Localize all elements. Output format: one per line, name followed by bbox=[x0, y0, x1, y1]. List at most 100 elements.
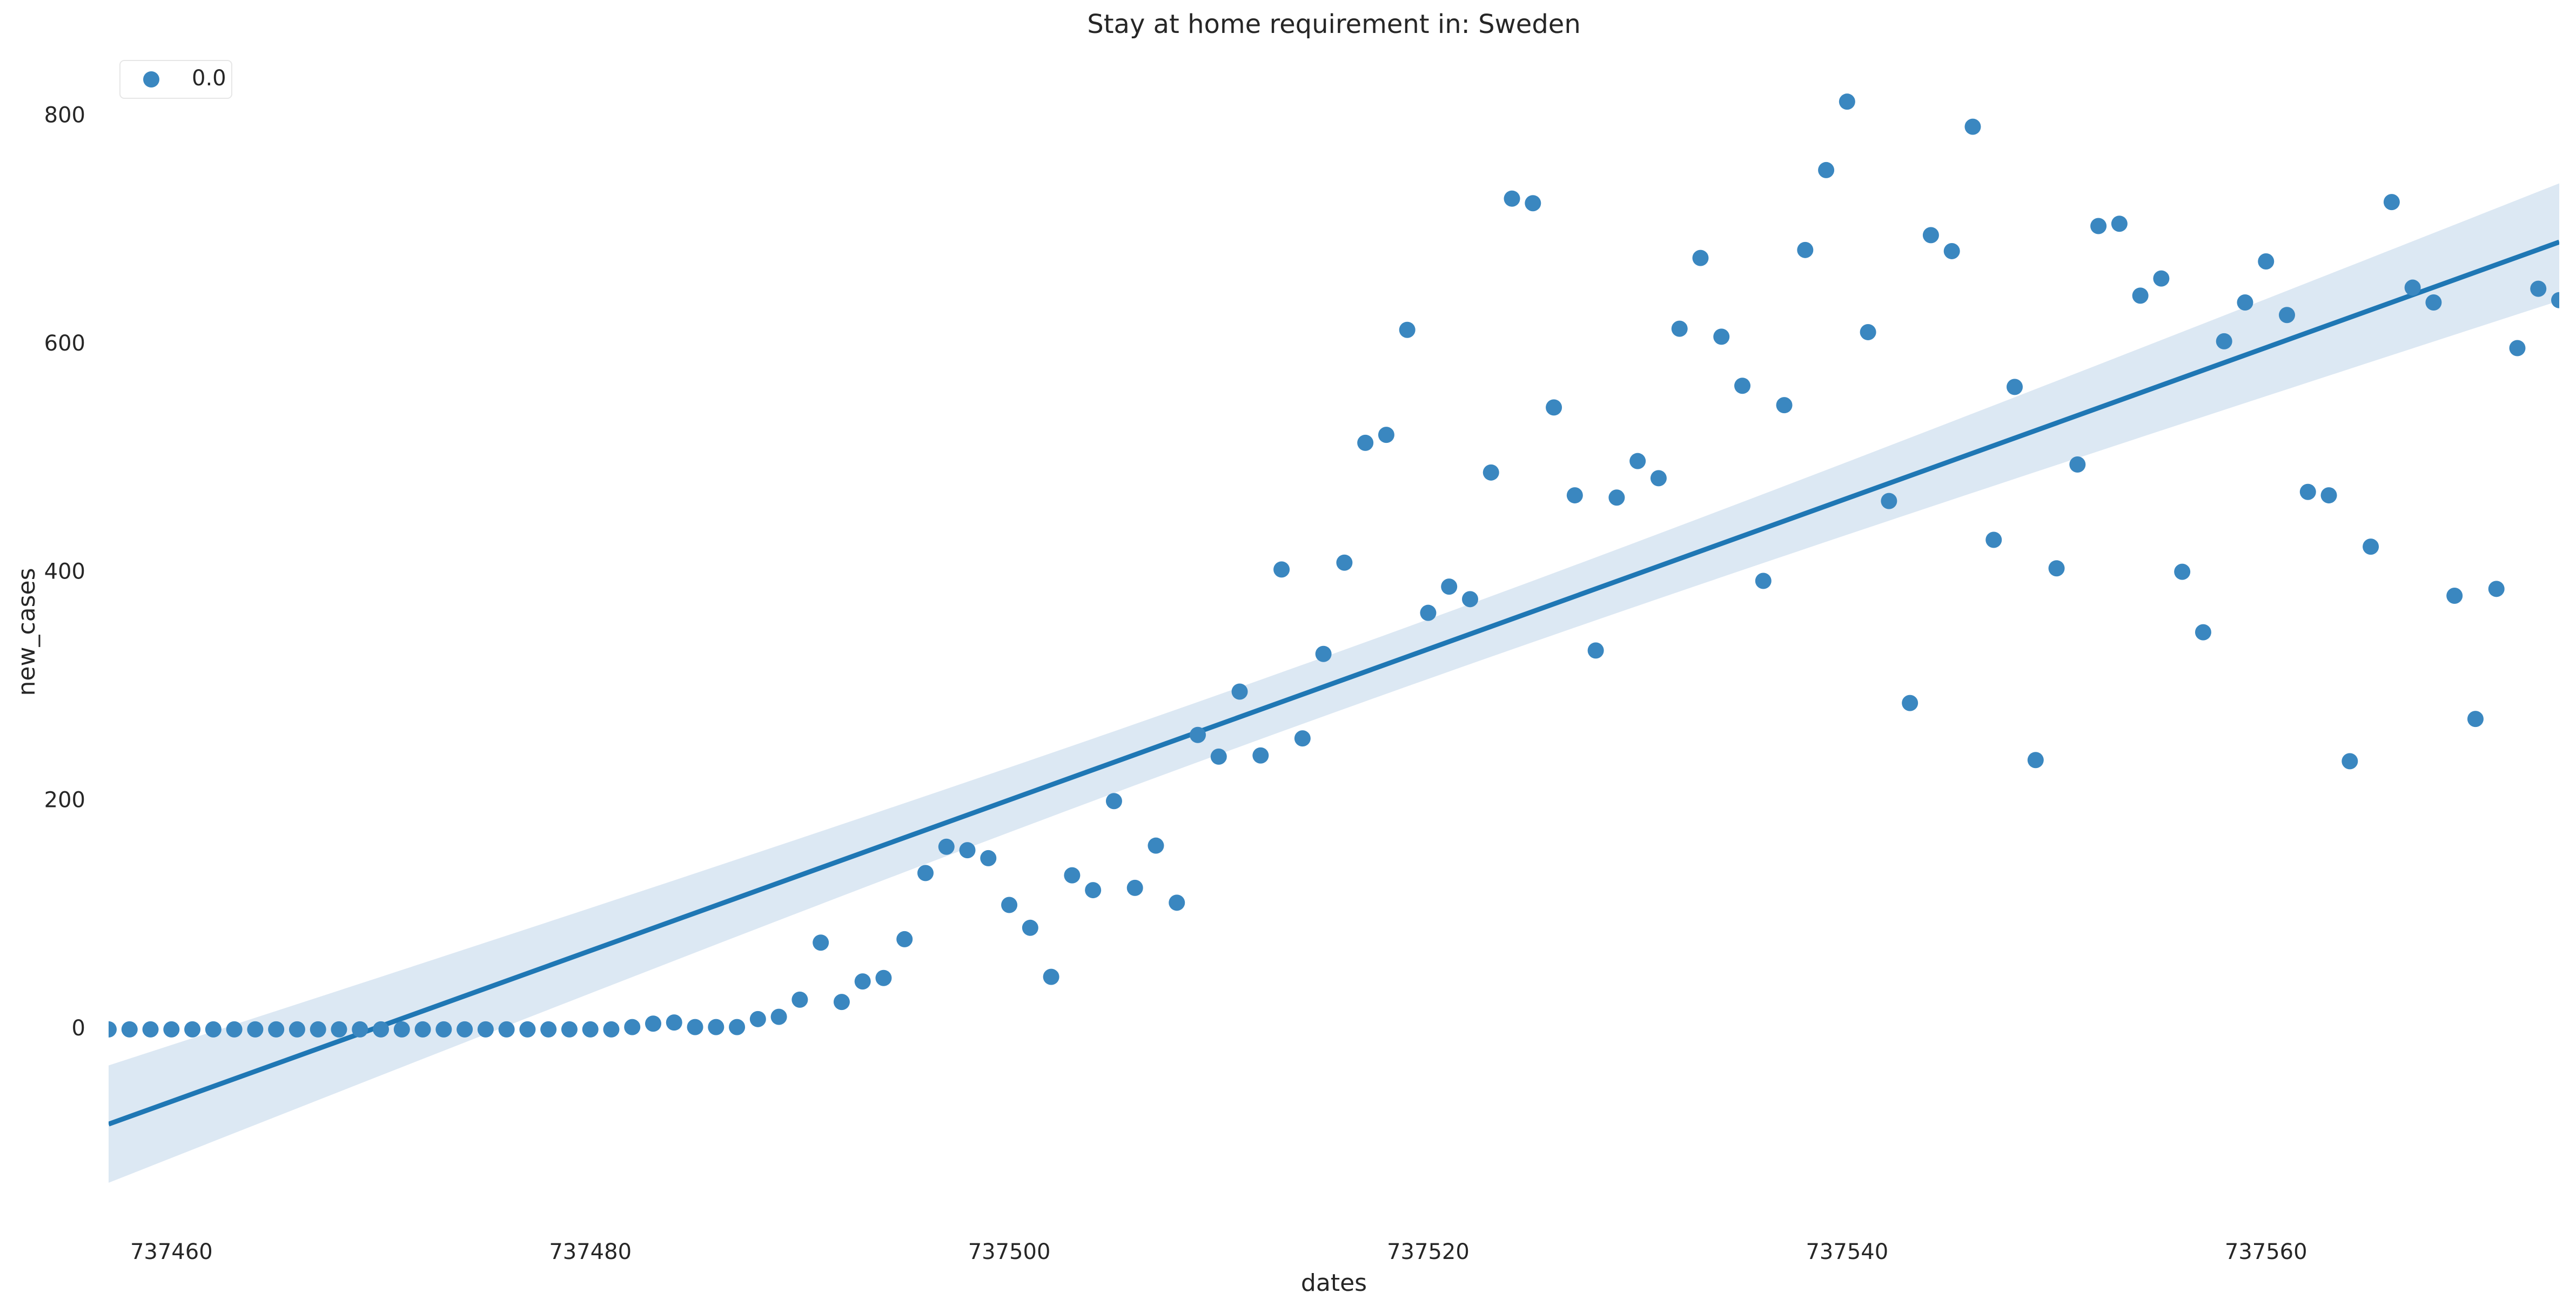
data-point bbox=[268, 1021, 285, 1038]
data-point bbox=[1482, 464, 1499, 481]
data-point bbox=[1881, 493, 1897, 509]
data-point bbox=[205, 1021, 222, 1038]
data-point bbox=[457, 1021, 473, 1038]
data-point bbox=[959, 842, 976, 859]
data-point bbox=[729, 1019, 746, 1035]
data-point bbox=[2551, 292, 2559, 308]
data-point bbox=[749, 1011, 766, 1027]
data-point bbox=[1734, 378, 1750, 394]
x-tick-label: 737460 bbox=[130, 1240, 213, 1264]
data-point bbox=[1608, 489, 1625, 506]
data-point bbox=[1420, 604, 1437, 621]
regression-line bbox=[109, 239, 2559, 1127]
data-point bbox=[477, 1021, 494, 1038]
data-point bbox=[2404, 279, 2421, 296]
data-point bbox=[1085, 882, 1102, 899]
data-point bbox=[1001, 897, 1018, 913]
data-point bbox=[1566, 487, 1583, 504]
data-point bbox=[1755, 573, 1772, 589]
plot-area bbox=[109, 93, 2559, 1183]
data-point bbox=[1315, 645, 1332, 662]
data-point bbox=[1546, 399, 1562, 416]
data-point bbox=[1210, 748, 1227, 765]
data-point bbox=[833, 994, 850, 1011]
data-point bbox=[1148, 837, 1164, 854]
data-point bbox=[1378, 427, 1394, 443]
data-point bbox=[645, 1015, 661, 1032]
data-point bbox=[289, 1021, 305, 1038]
data-point bbox=[624, 1019, 641, 1035]
data-point bbox=[2530, 280, 2547, 297]
data-point bbox=[1692, 250, 1709, 266]
data-point bbox=[1504, 190, 1520, 207]
data-point bbox=[540, 1021, 557, 1038]
data-point bbox=[1629, 453, 1646, 469]
data-point bbox=[687, 1019, 703, 1035]
data-point bbox=[1252, 747, 1269, 764]
x-tick-label: 737520 bbox=[1387, 1240, 1470, 1264]
data-point bbox=[393, 1021, 410, 1038]
data-point bbox=[331, 1021, 347, 1038]
data-point bbox=[1105, 793, 1122, 810]
data-point bbox=[1587, 642, 1604, 659]
data-point bbox=[121, 1021, 138, 1038]
data-point bbox=[2174, 563, 2191, 580]
data-point bbox=[1671, 320, 1688, 337]
data-point bbox=[2279, 307, 2295, 324]
data-point bbox=[2007, 379, 2023, 395]
data-point bbox=[2153, 270, 2170, 287]
data-point bbox=[2132, 287, 2149, 304]
data-point bbox=[1922, 227, 1939, 244]
data-point bbox=[498, 1021, 515, 1038]
y-tick-label: 400 bbox=[44, 560, 85, 584]
data-point bbox=[2383, 194, 2400, 211]
data-point bbox=[109, 1021, 117, 1038]
data-point bbox=[352, 1021, 368, 1038]
data-point bbox=[561, 1021, 578, 1038]
data-point bbox=[1462, 591, 1478, 608]
data-point bbox=[938, 838, 955, 855]
data-point bbox=[1650, 470, 1667, 487]
data-point bbox=[1169, 894, 1185, 911]
data-point bbox=[1964, 118, 1981, 135]
data-point bbox=[1902, 695, 1918, 711]
data-point bbox=[1190, 726, 1206, 743]
data-point bbox=[2048, 560, 2065, 577]
data-point bbox=[1713, 328, 1730, 345]
y-tick-label: 200 bbox=[44, 787, 85, 812]
data-point bbox=[2111, 216, 2128, 232]
y-tick-label: 600 bbox=[44, 331, 85, 356]
data-point bbox=[917, 865, 934, 881]
data-point bbox=[519, 1021, 536, 1038]
x-tick-label: 737560 bbox=[2225, 1240, 2307, 1264]
data-point bbox=[813, 934, 829, 951]
y-tick-label: 0 bbox=[72, 1016, 85, 1041]
data-point bbox=[875, 969, 892, 986]
data-point bbox=[854, 973, 871, 990]
y-axis-label: new_cases bbox=[13, 568, 41, 696]
data-point bbox=[414, 1021, 431, 1038]
x-axis-label: dates bbox=[1301, 1269, 1367, 1297]
data-point bbox=[373, 1021, 389, 1038]
data-point bbox=[2509, 340, 2526, 356]
data-point bbox=[1273, 561, 1290, 578]
data-point bbox=[1399, 321, 1416, 338]
data-point bbox=[2090, 218, 2107, 234]
data-point bbox=[184, 1021, 201, 1038]
data-point bbox=[1441, 578, 1458, 595]
data-point bbox=[2342, 753, 2358, 770]
data-point bbox=[708, 1019, 725, 1035]
chart-title: Stay at home requirement in: Sweden bbox=[1087, 9, 1581, 39]
data-point bbox=[1357, 434, 1374, 451]
y-tick-label: 800 bbox=[44, 103, 85, 128]
data-point bbox=[1525, 195, 1541, 212]
x-tick-label: 737500 bbox=[968, 1240, 1051, 1264]
data-point bbox=[2446, 587, 2463, 604]
data-point bbox=[1943, 243, 1960, 259]
data-point bbox=[1336, 554, 1353, 571]
data-point bbox=[1022, 919, 1038, 936]
data-point bbox=[582, 1021, 599, 1038]
data-point bbox=[603, 1021, 620, 1038]
legend: 0.0 bbox=[119, 60, 232, 99]
